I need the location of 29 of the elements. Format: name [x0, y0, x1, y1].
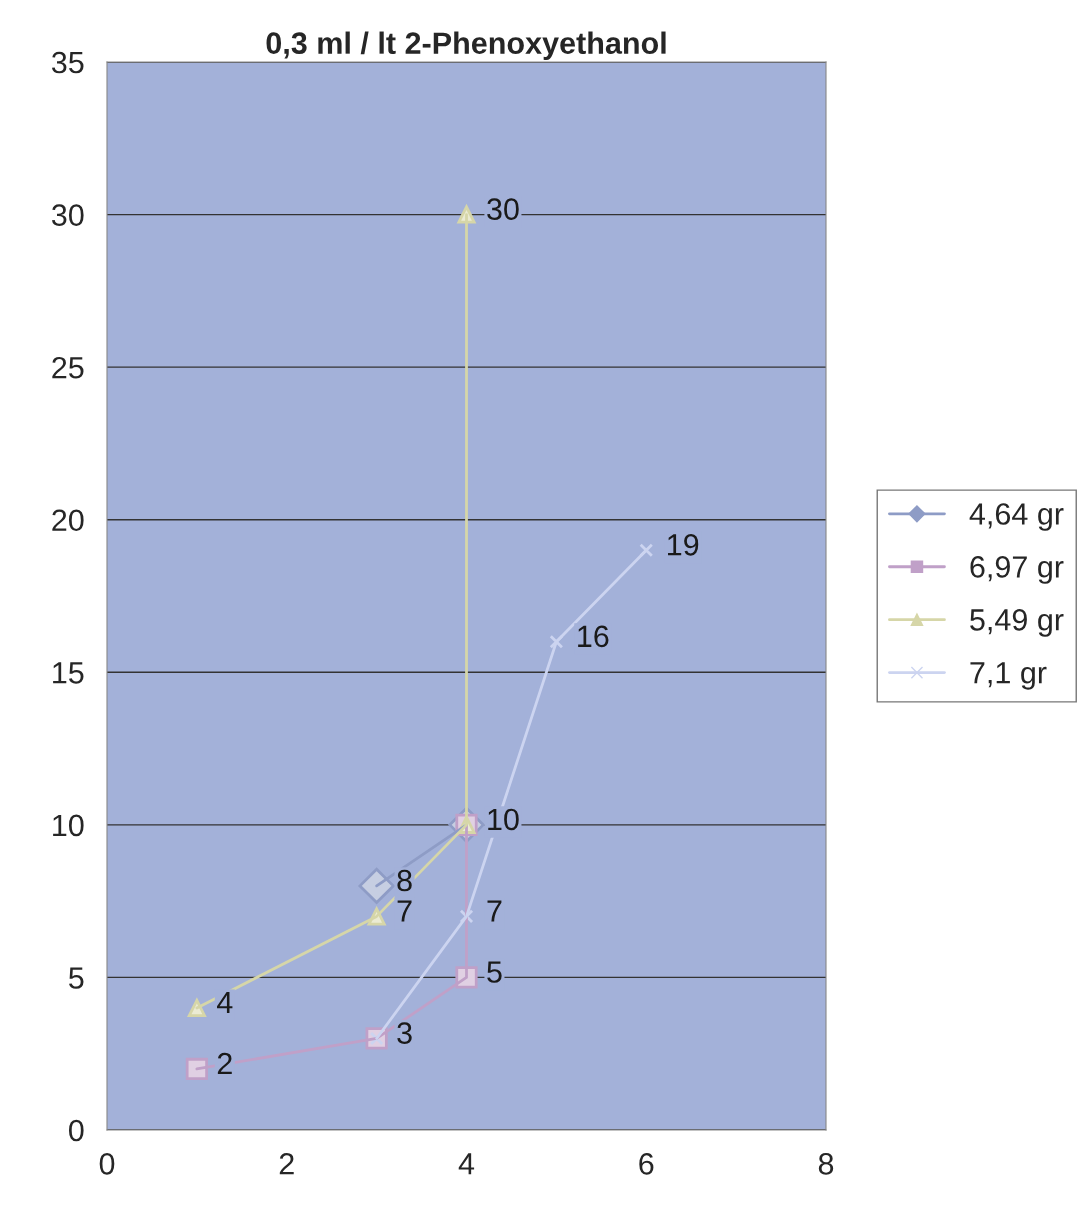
y-tick-label: 35	[51, 51, 84, 74]
y-tick-label: 20	[52, 509, 84, 532]
y-tick-label: 30	[51, 204, 84, 226]
legend-label: 5,49 gr	[970, 609, 1064, 637]
y-tick-label: 25	[52, 356, 84, 379]
data-label: 5	[487, 961, 502, 983]
x-tick-label: 0	[99, 1153, 115, 1175]
legend-label: 7,1 gr	[970, 662, 1047, 690]
y-tick-label: 15	[53, 662, 84, 684]
data-label: 10	[488, 808, 519, 831]
legend-label: 6,97 gr	[970, 556, 1064, 584]
y-tick-label: 0	[68, 1119, 84, 1142]
y-tick-label: 10	[53, 814, 84, 837]
data-label: 16	[578, 625, 609, 648]
data-label: 4	[217, 992, 233, 1014]
chart-title: 0,3 ml / lt 2-Phenoxyethanol	[266, 31, 666, 61]
x-tick-label: 4	[458, 1153, 475, 1175]
x-tick-label: 2	[279, 1153, 294, 1175]
data-label: 30	[487, 198, 519, 220]
data-label: 3	[397, 1022, 412, 1044]
legend-label: 4,64 gr	[969, 503, 1064, 531]
x-tick-label: 8	[818, 1153, 834, 1175]
data-label: 2	[217, 1052, 232, 1075]
data-label: 19	[668, 534, 699, 556]
x-tick-label: 6	[639, 1153, 654, 1175]
y-tick-label: 5	[69, 967, 84, 989]
data-label: 7	[397, 900, 412, 922]
data-label: 7	[487, 900, 502, 922]
data-label: 8	[397, 869, 412, 892]
